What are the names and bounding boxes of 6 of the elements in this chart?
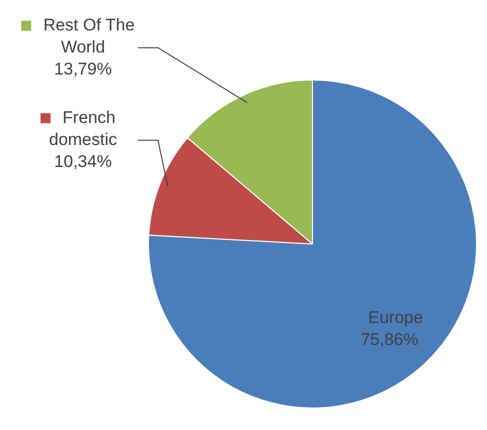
slice-label: Europe — [368, 308, 423, 328]
data-label: 10,34% — [54, 152, 112, 171]
legend-label: Rest Of The World — [43, 15, 135, 56]
legend-label: French domestic — [48, 108, 118, 149]
data-label: 75,86% — [360, 330, 418, 350]
data-label: 13,79% — [54, 59, 112, 78]
